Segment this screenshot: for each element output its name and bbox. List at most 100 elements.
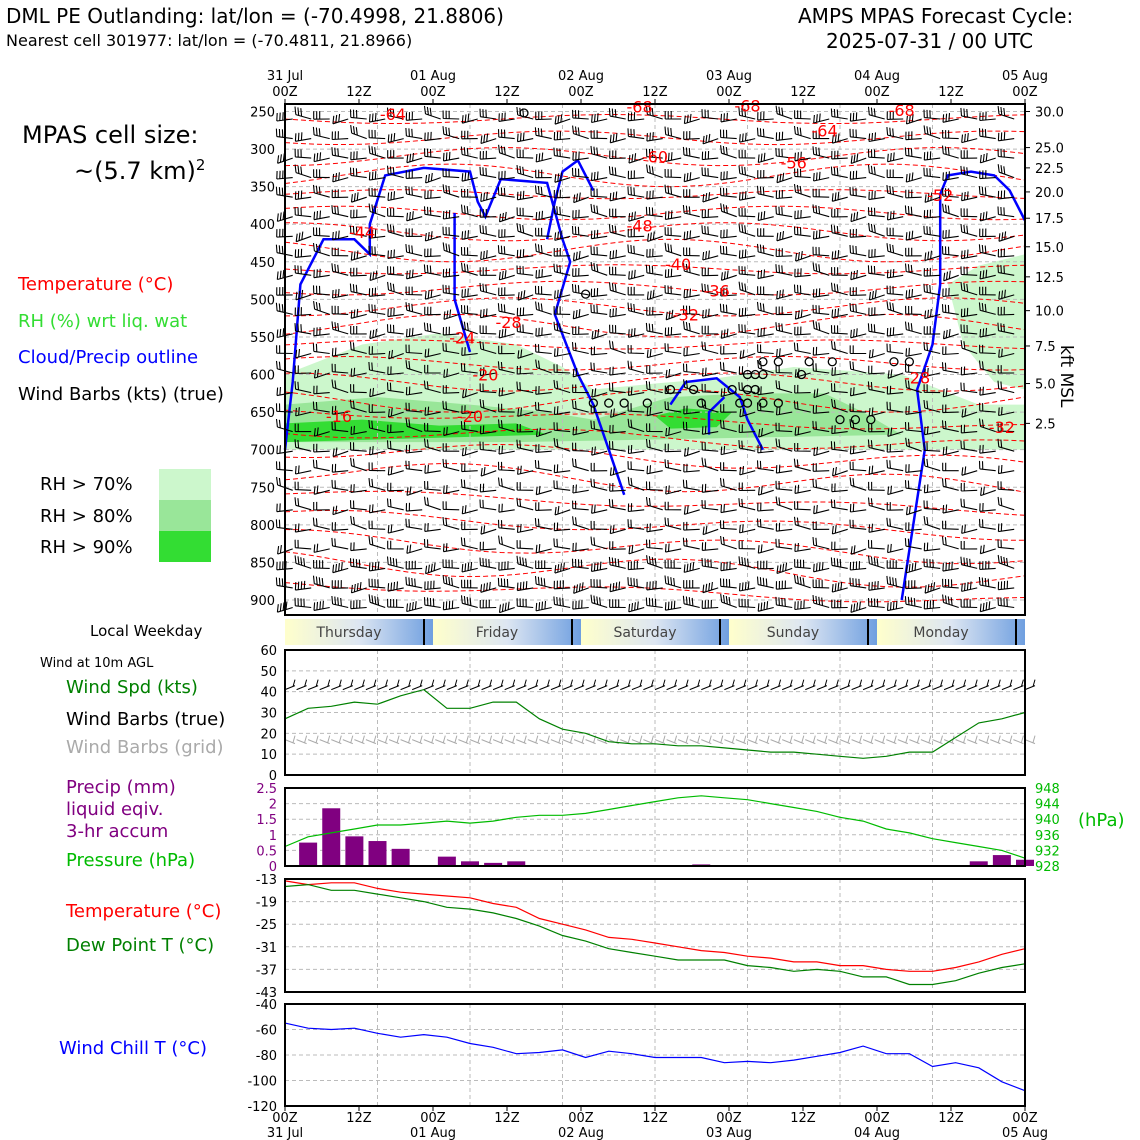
temperature-panel: -13 -19 -25 -31 -37 -43 <box>256 873 1026 1001</box>
wind-barb <box>554 289 571 300</box>
wind-barb <box>664 501 682 511</box>
legend-rh70-swatch <box>159 469 211 500</box>
wind-barb <box>812 246 830 257</box>
wind-barb <box>535 485 552 496</box>
grid-wind-barb <box>377 735 388 745</box>
wind-barb <box>350 384 367 394</box>
wind-barb <box>738 581 756 592</box>
wind-barb <box>442 400 460 413</box>
grid-wind-barb <box>435 735 446 745</box>
wind-barb <box>942 594 959 609</box>
wind-barb <box>775 596 793 609</box>
wind-barb <box>720 112 737 123</box>
wind-barb <box>497 129 515 140</box>
wind-barb <box>849 445 867 455</box>
wind-barb <box>627 128 645 140</box>
wind-barb <box>313 600 330 611</box>
wind-barb <box>793 184 811 198</box>
wind-barb <box>332 562 349 574</box>
pressure-tick-label: 450 <box>250 256 275 271</box>
wind-barb <box>313 169 330 179</box>
wind-barb <box>665 368 682 379</box>
wind-barb <box>997 580 1015 591</box>
wind-barb <box>831 541 848 551</box>
wind-barb <box>719 520 737 530</box>
wind-barb <box>424 464 441 474</box>
wind-barb <box>405 185 423 198</box>
panel-tick-label: -80 <box>256 1049 277 1064</box>
wind-barb <box>960 307 978 318</box>
wind-barb <box>849 419 867 433</box>
wind-barb <box>646 423 663 433</box>
wind-barb <box>608 498 626 511</box>
surface-wind-barb <box>388 679 400 691</box>
wind-barb <box>868 580 885 591</box>
wind-barb <box>497 245 515 257</box>
wind-barb <box>794 309 811 320</box>
wind-barb <box>831 367 848 377</box>
wind-barb <box>757 152 774 164</box>
wind-barb <box>849 403 867 413</box>
wind-barb <box>423 148 441 159</box>
isotherm-label: -20 <box>472 366 498 385</box>
wind-barb <box>794 209 811 220</box>
wind-barb <box>775 206 793 218</box>
wind-barb <box>923 326 941 335</box>
wind-barb <box>664 459 682 472</box>
wind-barb <box>387 191 404 202</box>
calm-wind-marker <box>773 357 783 367</box>
weekday-name: Saturday <box>613 625 676 641</box>
wind-barb <box>572 250 589 262</box>
wind-barb <box>535 385 552 395</box>
wind-barb <box>701 341 719 355</box>
wind-barb <box>905 562 922 574</box>
wind-barb <box>960 366 978 376</box>
pressure-tick-label: 928 <box>1035 860 1060 875</box>
wind-barb <box>553 422 571 433</box>
wind-barb <box>331 537 349 550</box>
pressure-tick-label: 750 <box>250 481 275 496</box>
wind-barb <box>683 172 700 183</box>
top-hour-label: 00Z <box>272 85 298 100</box>
wind-barb <box>960 424 978 434</box>
wind-barb <box>313 485 330 495</box>
wind-barb <box>979 111 996 122</box>
calm-wind-marker <box>642 398 652 408</box>
wind-barb <box>720 561 737 572</box>
wind-barb <box>553 205 571 218</box>
wind-barb <box>331 147 349 159</box>
wind-barb <box>997 539 1015 550</box>
wind-barb <box>368 171 386 181</box>
wind-barb <box>479 541 497 551</box>
wind-barb <box>332 113 349 125</box>
calm-wind-marker <box>758 398 768 408</box>
top-date-label: 05 Aug <box>1002 69 1048 84</box>
wind-barb <box>516 307 534 317</box>
wind-barb <box>442 516 460 530</box>
wind-barb <box>627 286 645 296</box>
wind-barb <box>960 249 978 260</box>
wind-barb <box>609 324 626 335</box>
wind-barb <box>645 539 663 550</box>
wind-barb <box>349 109 367 120</box>
wind-barb <box>645 322 663 335</box>
wind-barb <box>867 597 885 609</box>
wind-barb <box>627 418 645 433</box>
wind-barb <box>849 561 867 571</box>
calm-wind-marker <box>773 398 783 408</box>
wind-barb <box>720 145 737 159</box>
wind-barb <box>775 464 793 474</box>
calm-wind-marker <box>665 384 676 395</box>
wind-barb <box>831 599 848 609</box>
panel-tick-label: -31 <box>256 941 277 956</box>
wind-barb <box>776 231 793 242</box>
wind-barb <box>832 466 848 477</box>
wind-barb <box>627 186 645 198</box>
wind-barb <box>331 580 349 589</box>
wind-barb <box>776 348 793 358</box>
wind-barb <box>368 346 386 355</box>
wind-barb <box>793 458 811 472</box>
wind-barb <box>331 421 349 433</box>
wind-barb <box>480 191 497 203</box>
wind-barb <box>998 289 1015 300</box>
